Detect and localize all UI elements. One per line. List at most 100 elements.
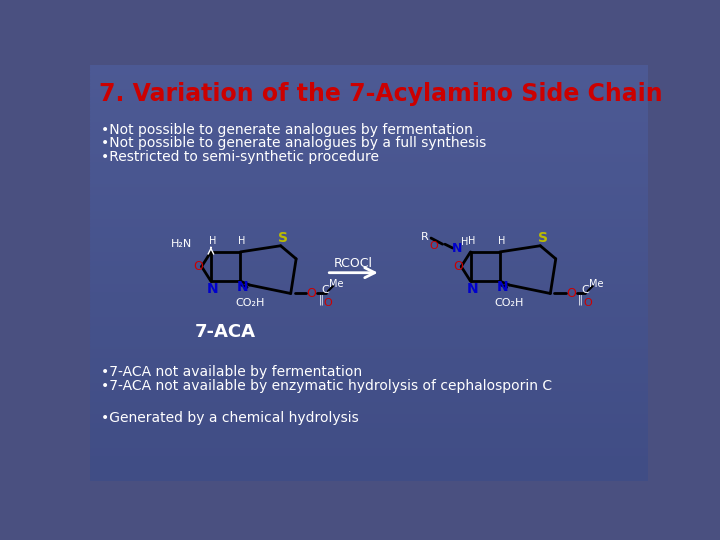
Bar [90, 184, 648, 185]
Bar [90, 431, 648, 432]
Bar [90, 322, 648, 324]
Text: C: C [581, 285, 589, 295]
Bar [90, 443, 648, 444]
Bar [90, 284, 648, 285]
Bar [90, 98, 648, 99]
Text: C: C [322, 285, 330, 295]
Bar [90, 449, 648, 450]
Bar [90, 427, 648, 428]
Text: 7. Variation of the 7-Acylamino Side Chain: 7. Variation of the 7-Acylamino Side Cha… [99, 82, 663, 106]
Bar [90, 267, 648, 268]
Bar [90, 129, 648, 130]
Bar [90, 383, 648, 385]
Bar [90, 97, 648, 98]
Bar [90, 366, 648, 367]
Text: N: N [237, 280, 248, 294]
Bar [90, 371, 648, 373]
Text: O: O [307, 287, 317, 300]
Bar [90, 310, 648, 312]
Bar [90, 116, 648, 118]
Bar [90, 411, 648, 413]
Bar [90, 410, 648, 411]
Bar [90, 306, 648, 307]
Bar [90, 294, 648, 295]
Bar [90, 230, 648, 231]
Bar [90, 317, 648, 319]
Bar [90, 120, 648, 122]
Bar [90, 79, 648, 80]
Bar [90, 327, 648, 328]
Bar [90, 444, 648, 446]
Bar [90, 326, 648, 327]
Bar [90, 238, 648, 239]
Bar [90, 475, 648, 476]
Bar [90, 386, 648, 388]
Bar [90, 133, 648, 134]
Bar [90, 156, 648, 158]
Bar [90, 368, 648, 370]
Bar [90, 252, 648, 253]
Bar [90, 300, 648, 302]
Bar [90, 280, 648, 281]
Bar [90, 166, 648, 167]
Bar [90, 468, 648, 469]
Bar [90, 356, 648, 357]
Bar [90, 302, 648, 303]
Bar [90, 258, 648, 259]
Bar [90, 76, 648, 77]
Bar [90, 242, 648, 244]
Bar [90, 94, 648, 95]
Bar [90, 138, 648, 140]
Bar [90, 99, 648, 101]
Bar [90, 437, 648, 439]
Bar [90, 307, 648, 309]
Bar [90, 69, 648, 70]
Bar [90, 106, 648, 108]
Bar [90, 205, 648, 206]
Bar [90, 124, 648, 126]
Bar [90, 305, 648, 306]
Text: •Not possible to generate analogues by fermentation: •Not possible to generate analogues by f… [101, 123, 473, 137]
Bar [90, 415, 648, 417]
Bar [90, 360, 648, 361]
Bar [90, 354, 648, 356]
Bar [90, 148, 648, 150]
Bar [90, 228, 648, 230]
Bar [90, 234, 648, 235]
Bar [90, 451, 648, 453]
Bar [90, 168, 648, 170]
Bar [90, 187, 648, 188]
Bar [90, 251, 648, 252]
Bar [90, 201, 648, 202]
Bar [90, 278, 648, 280]
Text: •Restricted to semi-synthetic procedure: •Restricted to semi-synthetic procedure [101, 150, 379, 164]
Bar [90, 73, 648, 75]
Bar [90, 274, 648, 275]
Bar [90, 85, 648, 87]
Bar [90, 265, 648, 266]
Bar [90, 319, 648, 320]
Bar [90, 108, 648, 109]
Bar [90, 197, 648, 198]
Bar [90, 397, 648, 399]
Bar [90, 261, 648, 263]
Bar [90, 382, 648, 383]
Text: H: H [461, 237, 468, 247]
Bar [90, 113, 648, 114]
Bar [90, 112, 648, 113]
Bar [90, 192, 648, 194]
Bar [90, 90, 648, 91]
Bar [90, 396, 648, 397]
Bar [90, 130, 648, 131]
Bar [90, 341, 648, 342]
Bar [90, 151, 648, 152]
Bar [90, 95, 648, 97]
Bar [90, 420, 648, 421]
Bar [90, 152, 648, 153]
Bar [90, 395, 648, 396]
Bar [90, 104, 648, 105]
Bar [90, 331, 648, 332]
Bar [90, 474, 648, 475]
Bar [90, 66, 648, 68]
Bar [90, 211, 648, 212]
